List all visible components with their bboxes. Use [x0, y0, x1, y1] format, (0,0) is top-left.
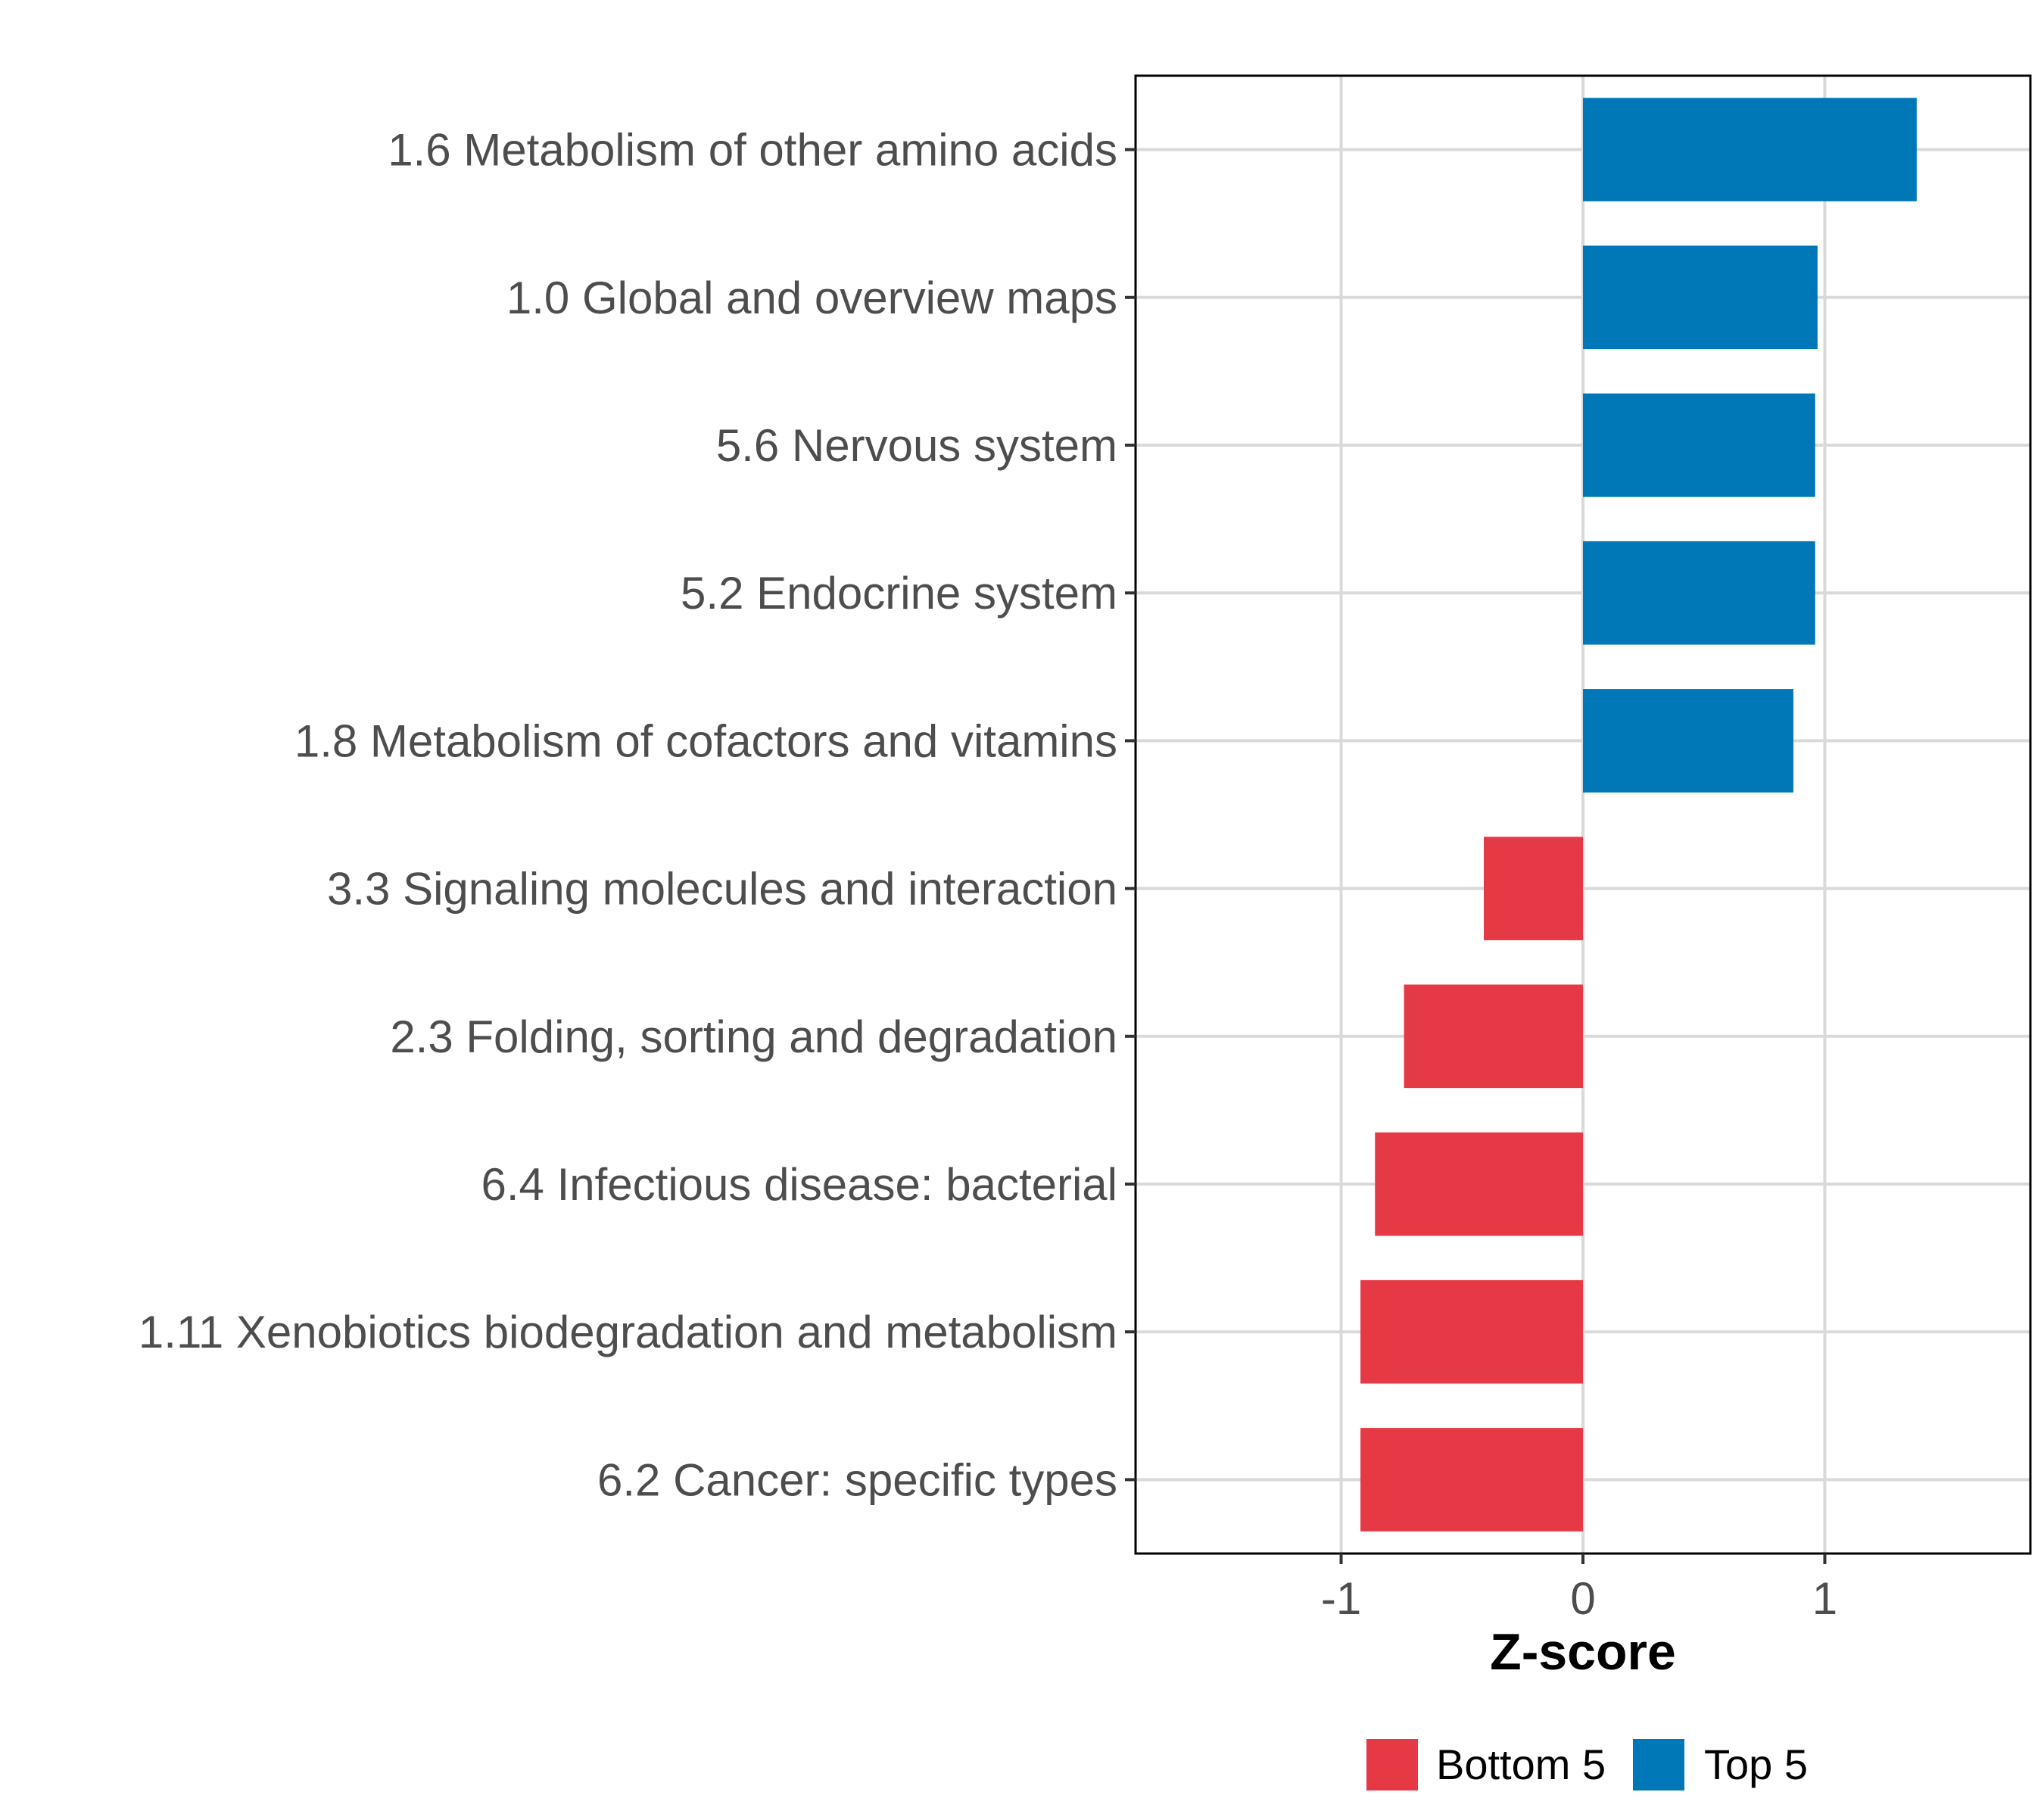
bar-2-3-folding-sorting-and-degradation: [1404, 984, 1583, 1089]
bars: [1360, 98, 1917, 1532]
bar-5-6-nervous-system: [1583, 393, 1815, 497]
bar-1-8-metabolism-of-cofactors-and-vitamins: [1583, 689, 1793, 793]
y-axis-ticks: 1.6 Metabolism of other amino acids 1.0 G…: [139, 125, 1136, 1505]
y-tick-label-5-2-endocrine-system: 5.2 Endocrine system: [681, 568, 1117, 619]
y-tick-label-6-2-cancer-specific-types: 6.2 Cancer: specific types: [597, 1454, 1117, 1505]
y-tick-label-2-3-folding-sorting-and-degradation: 2.3 Folding, sorting and degradation: [390, 1011, 1117, 1062]
bar-6-4-infectious-disease-bacterial: [1375, 1132, 1583, 1236]
bar-1-11-xenobiotics-biodegradation-and-metabolism: [1360, 1279, 1583, 1384]
y-tick-label-1-11-xenobiotics-biodegradation-and-metabolism: 1.11 Xenobiotics biodegradation and meta…: [139, 1307, 1117, 1357]
x-axis-ticks: -1 0 1: [1321, 1554, 1837, 1624]
x-tick-label-1: 1: [1812, 1573, 1837, 1624]
bar-6-2-cancer-specific-types: [1360, 1428, 1583, 1532]
y-tick-label-3-3-signaling-molecules-and-interaction: 3.3 Signaling molecules and interaction: [327, 864, 1117, 915]
legend-label-top-5: Top 5: [1704, 1741, 1808, 1788]
x-axis-title: Z-score: [1490, 1623, 1676, 1681]
x-tick-label-0: 0: [1570, 1573, 1595, 1624]
y-tick-label-1-8-metabolism-of-cofactors-and-vitamins: 1.8 Metabolism of cofactors and vitamins: [294, 715, 1117, 766]
legend: Bottom 5 Top 5: [1366, 1739, 1808, 1791]
bar-1-0-global-and-overview-maps: [1583, 245, 1818, 350]
y-tick-label-6-4-infectious-disease-bacterial: 6.4 Infectious disease: bacterial: [481, 1159, 1118, 1210]
bar-5-2-endocrine-system: [1583, 541, 1815, 645]
y-tick-label-1-0-global-and-overview-maps: 1.0 Global and overview maps: [506, 273, 1117, 323]
y-tick-label-5-6-nervous-system: 5.6 Nervous system: [716, 420, 1117, 471]
legend-label-bottom-5: Bottom 5: [1436, 1741, 1606, 1788]
bar-3-3-signaling-molecules-and-interaction: [1484, 837, 1583, 940]
y-tick-label-1-6-metabolism-of-other-amino-acids: 1.6 Metabolism of other amino acids: [388, 125, 1117, 176]
legend-swatch-bottom-5: [1366, 1739, 1418, 1791]
bar-1-6-metabolism-of-other-amino-acids: [1583, 98, 1917, 201]
legend-swatch-top-5: [1633, 1739, 1684, 1791]
x-tick-label--1: -1: [1321, 1573, 1361, 1624]
